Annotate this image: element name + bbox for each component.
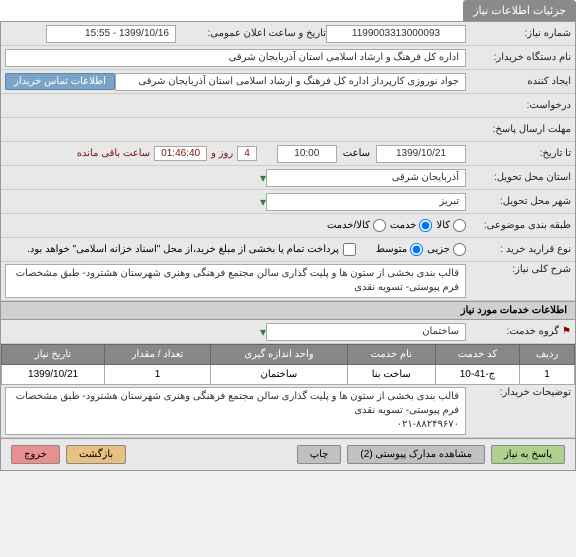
label-buy-type: نوع قرارید خرید : xyxy=(466,244,571,255)
label-public-time: تاریخ و ساعت اعلان عمومی: xyxy=(176,28,326,39)
cell-name: ساخت بنا xyxy=(347,365,435,385)
label-buyer-notes: توضیحات خریدار: xyxy=(466,387,571,398)
action-bar: پاسخ به نیاز مشاهده مدارک پیوستی (2) چاپ… xyxy=(1,438,575,470)
radio-medium[interactable]: متوسط xyxy=(376,243,423,256)
cell-qty: 1 xyxy=(105,365,211,385)
label-request: درخواست: xyxy=(466,100,571,111)
flag-icon: ⚑ xyxy=(562,326,571,337)
countdown-timer: 4 روز و 01:46:40 ساعت باقی مانده xyxy=(77,146,257,161)
payment-checkbox[interactable] xyxy=(343,243,356,256)
exit-button[interactable]: خروج xyxy=(11,445,60,464)
th-date: تاریخ نیاز xyxy=(2,345,105,365)
label-hour: ساعت xyxy=(343,148,370,159)
field-need-no: 1199003313000093 xyxy=(326,25,466,43)
cell-date: 1399/10/21 xyxy=(2,365,105,385)
time-remain: 01:46:40 xyxy=(154,146,207,161)
th-row: ردیف xyxy=(520,345,575,365)
cell-row: 1 xyxy=(520,365,575,385)
cell-unit: ساختمان xyxy=(211,365,348,385)
buy-radio-group: جزیی متوسط xyxy=(376,243,466,256)
label-day: روز و xyxy=(211,148,233,159)
th-qty: تعداد / مقدار xyxy=(105,345,211,365)
label-buyer-org: نام دستگاه خریدار: xyxy=(466,52,571,63)
radio-service[interactable]: خدمت xyxy=(390,219,433,232)
header-tab: جزئیات اطلاعات نیاز xyxy=(463,0,576,21)
label-pkg: طبقه بندی موضوعی: xyxy=(466,220,571,231)
label-city: شهر محل تحویل: xyxy=(466,196,571,207)
label-svc-group: ⚑گروه خدمت: xyxy=(466,326,571,337)
field-city: تبریز xyxy=(266,193,466,211)
th-name: نام خدمت xyxy=(347,345,435,365)
table-row[interactable]: 1 ج-41-10 ساخت بنا ساختمان 1 1399/10/21 xyxy=(2,365,575,385)
label-desc: شرح کلی نیاز: xyxy=(466,264,571,275)
days-remain: 4 xyxy=(237,146,257,161)
label-remain: ساعت باقی مانده xyxy=(77,148,150,159)
field-time: 10:00 xyxy=(277,145,337,163)
field-buyer-notes: قالب بندی بخشی از ستون ها و پلیت گذاری س… xyxy=(5,387,466,435)
radio-both[interactable]: کالا/خدمت xyxy=(327,219,386,232)
reply-button[interactable]: پاسخ به نیاز xyxy=(491,445,565,464)
radio-goods[interactable]: کالا xyxy=(436,219,466,232)
chevron-down-icon[interactable]: ▾ xyxy=(260,325,266,339)
th-unit: واحد اندازه گیری xyxy=(211,345,348,365)
cell-code: ج-41-10 xyxy=(435,365,519,385)
payment-note: پرداخت تمام یا بخشی از مبلغ خرید،از محل … xyxy=(27,243,356,256)
print-button[interactable]: چاپ xyxy=(297,445,342,464)
field-svc-group: ساختمان xyxy=(266,323,466,341)
attachments-button[interactable]: مشاهده مدارک پیوستی (2) xyxy=(347,445,485,464)
label-need-no: شماره نیاز: xyxy=(466,28,571,39)
radio-minor[interactable]: جزیی xyxy=(427,243,466,256)
label-province: استان محل تحویل: xyxy=(466,172,571,183)
field-creator: جواد نوروزی کارپرداز اداره کل فرهنگ و ار… xyxy=(115,73,466,91)
field-province: آذربایجان شرقی xyxy=(266,169,466,187)
label-until: تا تاریخ: xyxy=(466,148,571,159)
field-desc: قالب بندی بخشی از ستون ها و پلیت گذاری س… xyxy=(5,264,466,298)
th-code: کد خدمت xyxy=(435,345,519,365)
contact-info-button[interactable]: اطلاعات تماس خریدار xyxy=(5,73,115,90)
field-date: 1399/10/21 xyxy=(376,145,466,163)
chevron-down-icon[interactable]: ▾ xyxy=(260,195,266,209)
back-button[interactable]: بازگشت xyxy=(66,445,126,464)
label-reply-deadline: مهلت ارسال پاسخ: xyxy=(466,124,571,135)
label-creator: ایجاد کننده xyxy=(466,76,571,87)
section-services-title: اطلاعات خدمات مورد نیاز xyxy=(1,301,575,320)
services-table: ردیف کد خدمت نام خدمت واحد اندازه گیری ت… xyxy=(1,344,575,385)
field-public-time: 1399/10/16 - 15:55 xyxy=(46,25,176,43)
chevron-down-icon[interactable]: ▾ xyxy=(260,171,266,185)
pkg-radio-group: کالا خدمت کالا/خدمت xyxy=(327,219,466,232)
field-buyer-org: اداره کل فرهنگ و ارشاد اسلامی استان آذرب… xyxy=(5,49,466,67)
